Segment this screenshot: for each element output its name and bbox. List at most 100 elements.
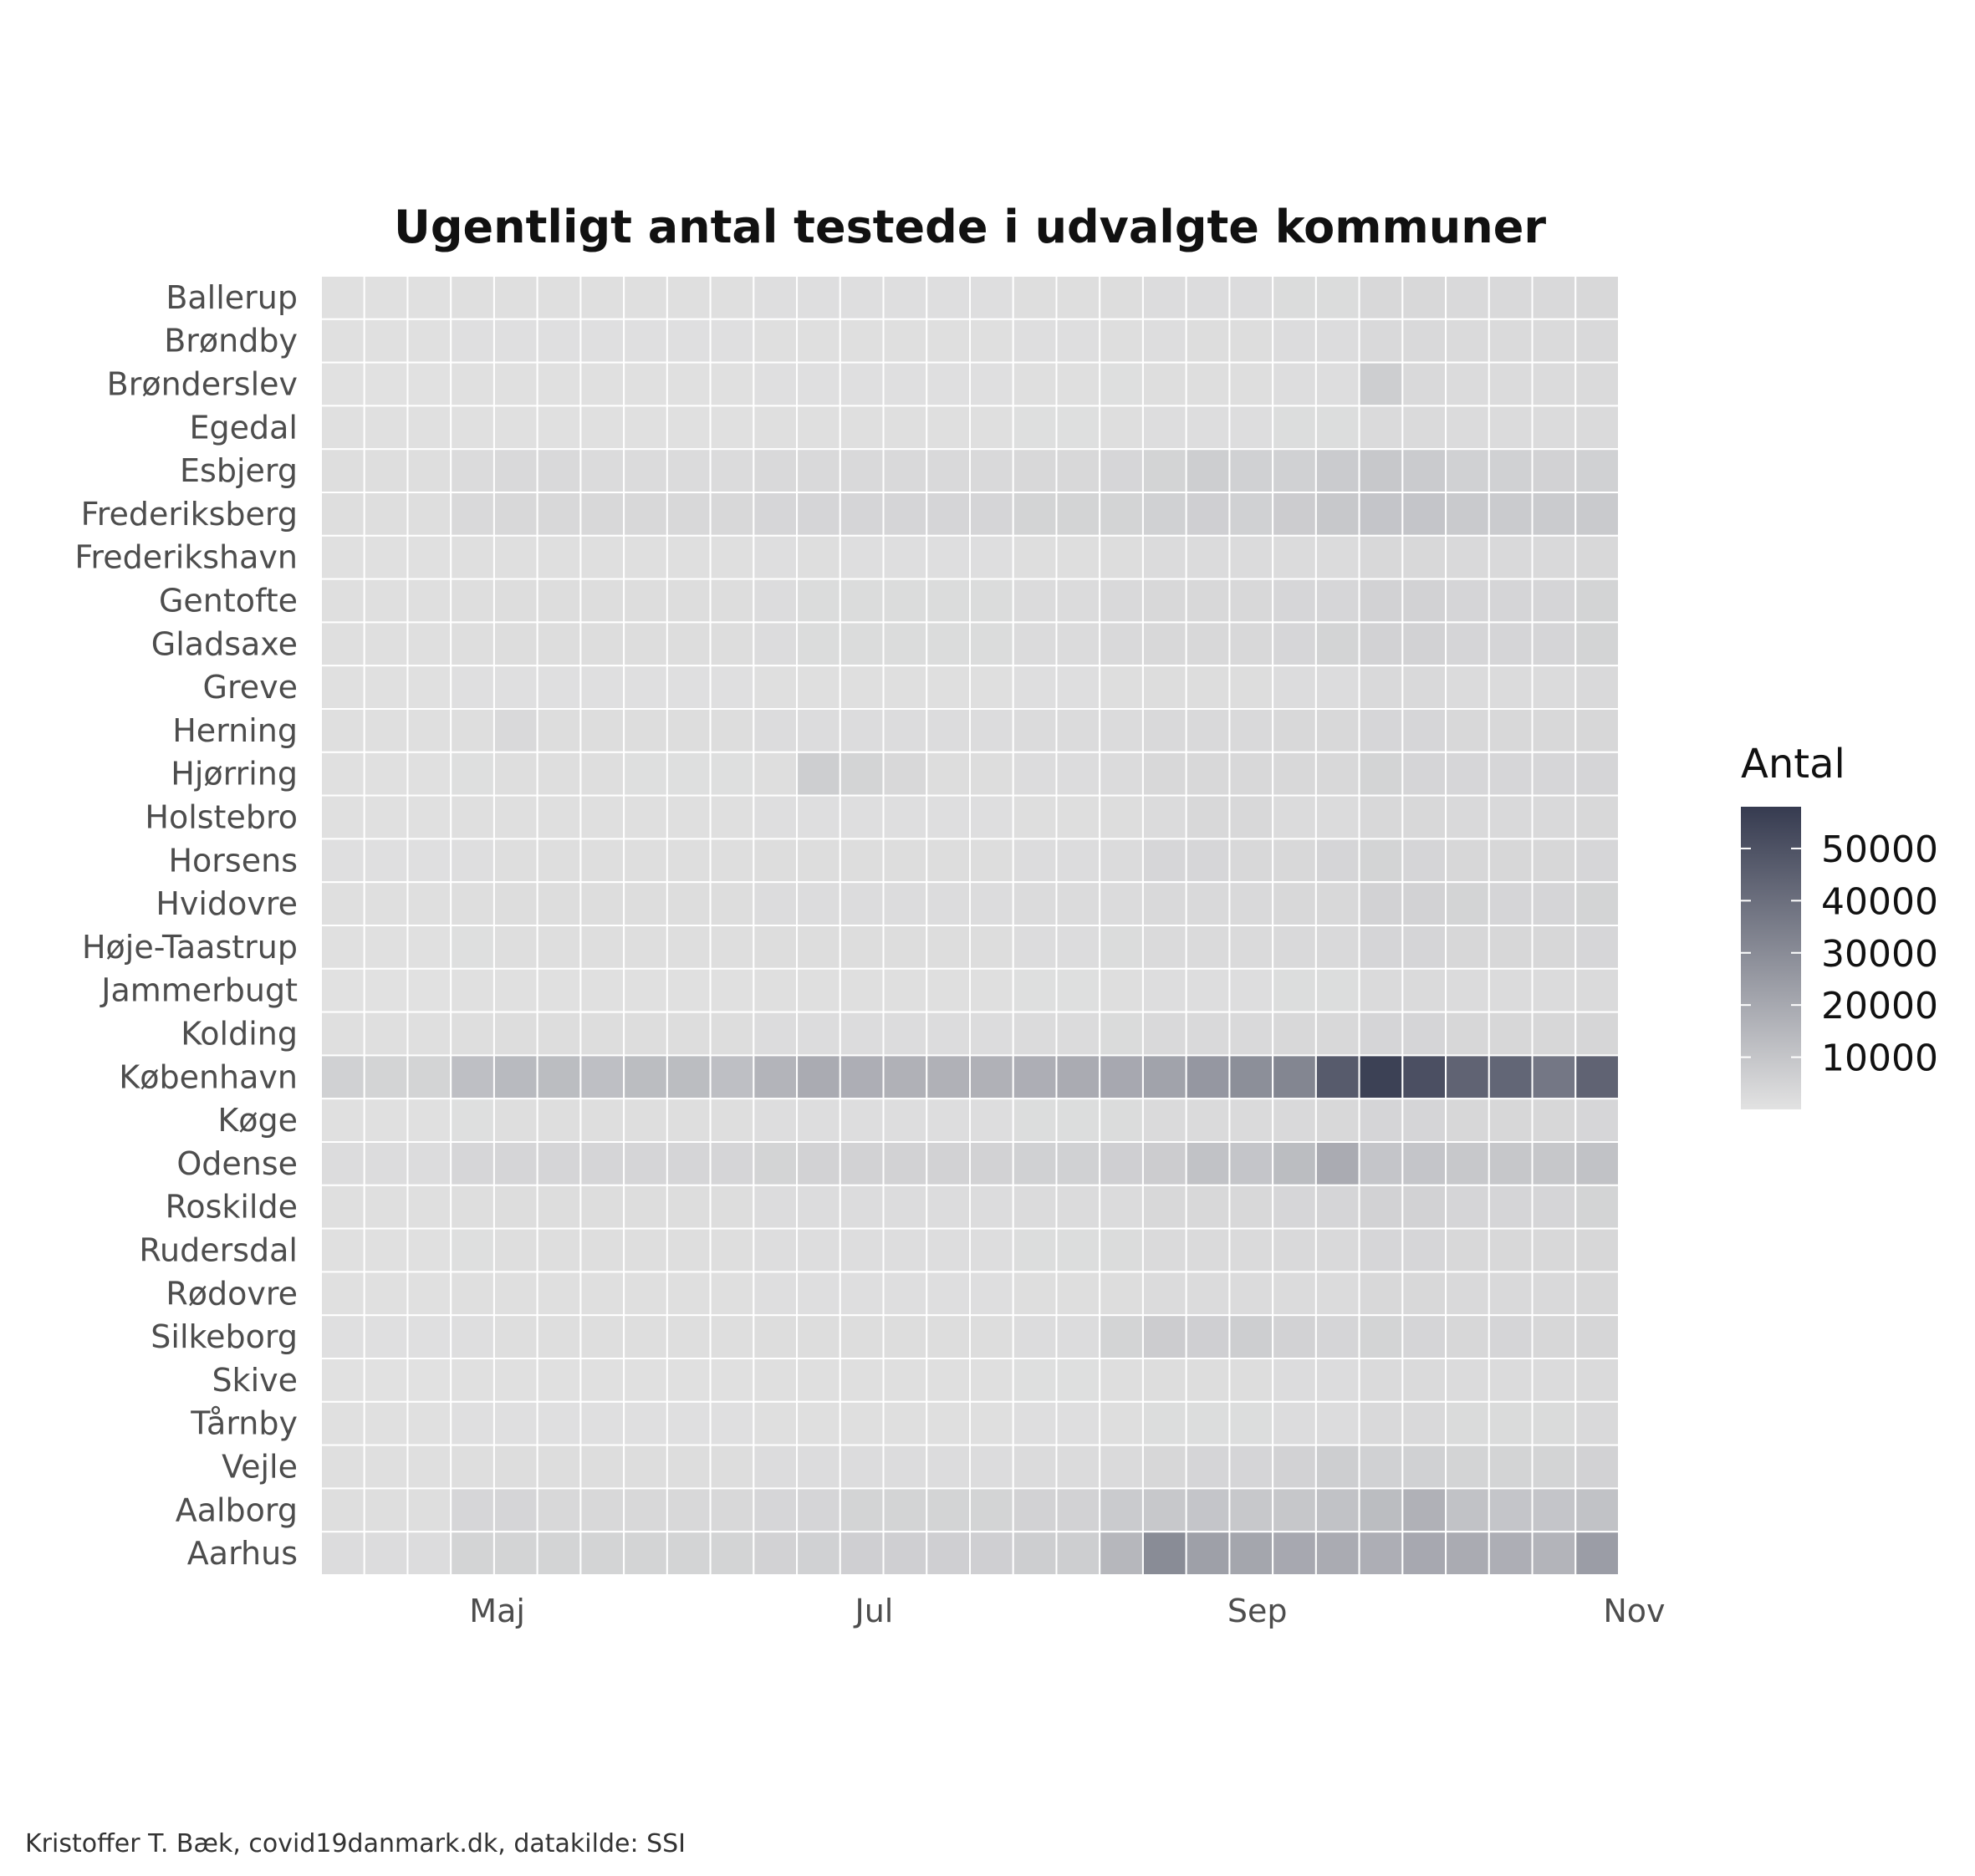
heatmap-cell (450, 534, 495, 580)
heatmap-cell (1531, 1227, 1577, 1273)
heatmap-cell (450, 361, 495, 407)
heatmap-cell (1012, 1184, 1058, 1230)
heatmap-cell (839, 967, 885, 1013)
heatmap-cell (926, 794, 972, 840)
heatmap-cell (1228, 275, 1274, 320)
heatmap-cell (363, 708, 409, 753)
heatmap-cell (1099, 1054, 1144, 1100)
heatmap-cell (623, 794, 668, 840)
heatmap-cell (1531, 1531, 1577, 1576)
heatmap-cell (1141, 1227, 1187, 1273)
heatmap-cell (1228, 492, 1274, 537)
heatmap-cell (666, 1227, 712, 1273)
heatmap-cell (1012, 1314, 1058, 1359)
heatmap-cell (926, 1487, 972, 1533)
heatmap-cell (796, 1444, 841, 1490)
heatmap-cell (1314, 838, 1360, 884)
heatmap-cell (1574, 275, 1620, 320)
heatmap-cell (623, 492, 668, 537)
heatmap-cell (1358, 405, 1404, 451)
heatmap-cell (926, 1400, 972, 1446)
heatmap-cell (1531, 1358, 1577, 1403)
row-label: Esbjerg (180, 452, 298, 489)
heatmap-cell (1272, 492, 1317, 537)
heatmap-cell (796, 1184, 841, 1230)
heatmap-cell (1574, 1314, 1620, 1359)
heatmap-cell (492, 361, 538, 407)
heatmap-cell (1099, 318, 1144, 364)
heatmap-cell (363, 405, 409, 451)
heatmap-cell (1099, 838, 1144, 884)
heatmap-cell (579, 925, 625, 970)
heatmap-cell (926, 881, 972, 926)
heatmap-cell (1185, 534, 1231, 580)
heatmap-cell (450, 838, 495, 884)
legend-tick-label: 50000 (1821, 828, 1938, 871)
row-label: Køge (217, 1102, 298, 1139)
heatmap-cell (1401, 534, 1447, 580)
heatmap-cell (450, 1358, 495, 1403)
heatmap-cell (450, 275, 495, 320)
heatmap-cell (882, 1011, 928, 1057)
heatmap-cell (536, 1531, 582, 1576)
heatmap-cell (1358, 361, 1404, 407)
row-labels: Ballerup Brøndby Brønderslev Egedal Esbjerg F… (74, 279, 298, 1572)
heatmap-cell (1185, 1271, 1231, 1317)
heatmap-cell (839, 838, 885, 884)
heatmap-cell (1141, 1011, 1187, 1057)
heatmap-cell (796, 492, 841, 537)
heatmap-cell (363, 838, 409, 884)
heatmap-cell (1531, 881, 1577, 926)
heatmap-cell (796, 1487, 841, 1533)
heatmap-cell (882, 1227, 928, 1273)
heatmap-cell (1228, 534, 1274, 580)
heatmap-cell (579, 1400, 625, 1446)
heatmap-cell (666, 1011, 712, 1057)
heatmap-cell (1272, 1444, 1317, 1490)
heatmap-cell (1314, 1314, 1360, 1359)
heatmap-cell (926, 1184, 972, 1230)
x-axis-ticks: Maj Jul Sep Nov (469, 1593, 1665, 1629)
heatmap-cell (623, 925, 668, 970)
heatmap-cell (1574, 1400, 1620, 1446)
heatmap-cell (1055, 534, 1101, 580)
heatmap-cell (882, 1271, 928, 1317)
heatmap-cell (839, 1184, 885, 1230)
heatmap-cell (1012, 1011, 1058, 1057)
heatmap-cell (450, 621, 495, 667)
row-label: Roskilde (166, 1189, 298, 1226)
heatmap-cell (709, 708, 755, 753)
heatmap-cell (709, 881, 755, 926)
heatmap-cell (839, 794, 885, 840)
heatmap-cell (623, 621, 668, 667)
heatmap-cell (1099, 275, 1144, 320)
heatmap-cell (320, 318, 365, 364)
heatmap-cell (1055, 751, 1101, 797)
heatmap-cell (1141, 361, 1187, 407)
heatmap-cell (1099, 1400, 1144, 1446)
heatmap-cell (1228, 1444, 1274, 1490)
heatmap-cell (1272, 1531, 1317, 1576)
heatmap-cell (536, 1011, 582, 1057)
heatmap-cell (1531, 578, 1577, 624)
heatmap-cell (926, 1271, 972, 1317)
heatmap-cell (1445, 1054, 1490, 1100)
heatmap-cell (1012, 1098, 1058, 1143)
heatmap-cell (1185, 1444, 1231, 1490)
heatmap-cell (1012, 665, 1058, 711)
heatmap-cell (1531, 665, 1577, 711)
heatmap-cell (1531, 967, 1577, 1013)
heatmap-cell (492, 275, 538, 320)
heatmap-cell (1445, 1098, 1490, 1143)
heatmap-cell (1488, 621, 1534, 667)
heatmap-cell (536, 1400, 582, 1446)
heatmap-cell (1574, 1358, 1620, 1403)
heatmap-cell (882, 621, 928, 667)
heatmap-cell (1358, 967, 1404, 1013)
heatmap-cell (1445, 318, 1490, 364)
heatmap-cell (536, 534, 582, 580)
heatmap-cell (450, 751, 495, 797)
heatmap-cell (1445, 361, 1490, 407)
heatmap-cell (1358, 665, 1404, 711)
heatmap-cell (839, 1444, 885, 1490)
